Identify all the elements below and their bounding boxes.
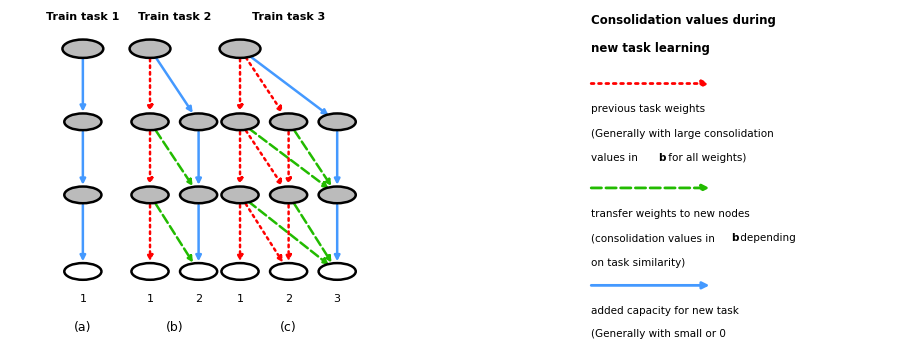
- Text: Train task 3: Train task 3: [252, 13, 325, 22]
- Ellipse shape: [180, 113, 217, 130]
- Text: values in: values in: [591, 153, 642, 163]
- Text: 3: 3: [334, 294, 341, 304]
- Text: b: b: [659, 153, 666, 163]
- Text: 1: 1: [147, 294, 154, 304]
- Text: 2: 2: [285, 294, 292, 304]
- Ellipse shape: [62, 40, 104, 58]
- Text: (a): (a): [74, 321, 92, 334]
- Ellipse shape: [180, 187, 217, 203]
- Text: (Generally with small or 0: (Generally with small or 0: [591, 329, 726, 339]
- Ellipse shape: [221, 113, 258, 130]
- Ellipse shape: [64, 113, 102, 130]
- Ellipse shape: [131, 113, 168, 130]
- Text: Train task 2: Train task 2: [138, 13, 211, 22]
- Text: (Generally with large consolidation: (Generally with large consolidation: [591, 129, 774, 139]
- Ellipse shape: [64, 187, 102, 203]
- Ellipse shape: [319, 113, 356, 130]
- Ellipse shape: [270, 113, 307, 130]
- Text: (b): (b): [166, 321, 183, 334]
- Ellipse shape: [221, 187, 258, 203]
- Ellipse shape: [130, 40, 170, 58]
- Text: for all weights): for all weights): [665, 153, 746, 163]
- Ellipse shape: [220, 40, 260, 58]
- Text: new task learning: new task learning: [591, 42, 710, 55]
- Text: (c): (c): [280, 321, 297, 334]
- Text: depending: depending: [737, 233, 796, 243]
- Ellipse shape: [64, 263, 102, 280]
- Ellipse shape: [319, 187, 356, 203]
- Text: 1: 1: [79, 294, 86, 304]
- Text: transfer weights to new nodes: transfer weights to new nodes: [591, 209, 750, 219]
- Ellipse shape: [180, 263, 217, 280]
- Text: Train task 1: Train task 1: [46, 13, 120, 22]
- Ellipse shape: [131, 187, 168, 203]
- Text: (consolidation values in: (consolidation values in: [591, 233, 718, 243]
- Text: on task similarity): on task similarity): [591, 258, 686, 268]
- Text: previous task weights: previous task weights: [591, 104, 706, 114]
- Text: Consolidation values during: Consolidation values during: [591, 14, 776, 27]
- Ellipse shape: [221, 263, 258, 280]
- Ellipse shape: [270, 263, 307, 280]
- Ellipse shape: [131, 263, 168, 280]
- Text: 1: 1: [237, 294, 244, 304]
- Ellipse shape: [319, 263, 356, 280]
- Text: added capacity for new task: added capacity for new task: [591, 306, 739, 316]
- Text: 2: 2: [195, 294, 203, 304]
- Ellipse shape: [270, 187, 307, 203]
- Text: b: b: [732, 233, 739, 243]
